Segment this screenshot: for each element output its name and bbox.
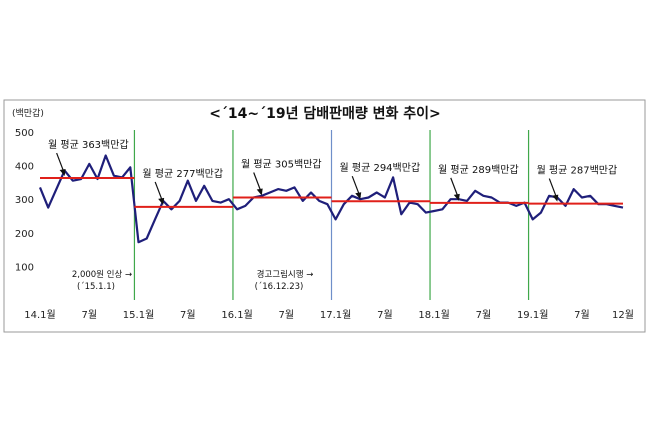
- average-label-2015: 월 평균 277백만갑: [142, 168, 223, 180]
- x-tick-label: 7월: [476, 309, 492, 321]
- average-arrowhead-2018: [453, 193, 460, 201]
- x-tick-label: 7월: [81, 309, 97, 321]
- x-tick-label: 17.1월: [320, 309, 351, 321]
- average-arrowhead-2019: [552, 194, 559, 202]
- plot-area: 500 400 300 200 100 14.1월 7월 15.1월 7월 16.1월 7월 17.1…: [15, 128, 634, 321]
- x-tick-label: 7월: [574, 309, 590, 321]
- chart-title: <´14~´19년 담배판매량 변화 추이>: [209, 105, 441, 122]
- y-tick-label: 300: [15, 195, 34, 206]
- x-tick-label: 16.1월: [221, 309, 252, 321]
- annotation-line1: 경고그림시행 →: [257, 269, 314, 280]
- y-axis-unit-label: (백만갑): [12, 107, 44, 119]
- average-arrowhead-2017: [355, 192, 362, 200]
- average-label-2016: 월 평균 305백만갑: [241, 159, 322, 171]
- average-arrowhead-2015: [158, 197, 165, 205]
- x-tick-label: 7월: [180, 309, 196, 321]
- monthly-sales-line: [38, 154, 624, 244]
- average-label-2019: 월 평균 287백만갑: [537, 165, 618, 177]
- annotation-line1: 2,000원 인상 →: [72, 269, 132, 280]
- x-tick-label: 7월: [377, 309, 393, 321]
- annotation-line2: (´16.12.23): [255, 281, 304, 292]
- chart-border: [3, 99, 646, 333]
- x-tick-label: 14.1월: [24, 309, 55, 321]
- average-label-2018: 월 평균 289백만갑: [438, 164, 519, 176]
- x-tick-label: 7월: [279, 309, 295, 321]
- average-label-2017: 월 평균 294백만갑: [340, 162, 421, 174]
- x-tick-label: 12월: [612, 309, 634, 321]
- x-tick-label: 18.1월: [418, 309, 449, 321]
- y-tick-label: 400: [15, 162, 34, 173]
- x-tick-label: 19.1월: [517, 309, 548, 321]
- average-label-2014: 월 평균 363백만갑: [48, 139, 129, 151]
- y-tick-label: 500: [15, 128, 34, 139]
- y-tick-label: 100: [15, 262, 34, 273]
- average-arrowhead-2016: [256, 188, 263, 196]
- annotation-line2: (´15.1.1): [77, 281, 115, 292]
- average-arrowhead-2014: [59, 169, 66, 177]
- y-tick-label: 200: [15, 229, 34, 240]
- x-tick-label: 15.1월: [123, 309, 154, 321]
